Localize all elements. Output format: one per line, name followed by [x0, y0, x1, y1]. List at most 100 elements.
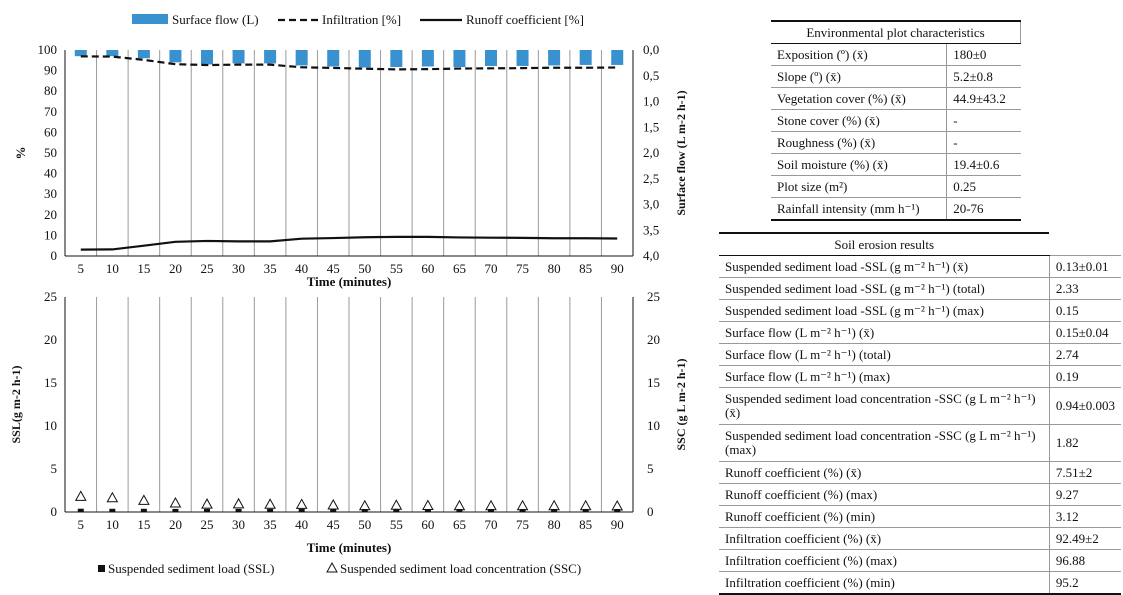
x-tick-label: 80: [548, 517, 561, 532]
ssl-point: [582, 508, 589, 512]
y2-tick-label: 5: [647, 461, 654, 476]
y-tick-label: 80: [44, 83, 57, 98]
x-tick-label: 55: [390, 261, 403, 276]
plot-row-value: 0.25: [946, 175, 1021, 198]
ssc-point: [169, 496, 182, 508]
ssl-point: [267, 508, 274, 512]
x-tick-label: 70: [485, 517, 498, 532]
legend-swatch-surface-flow: [132, 14, 168, 24]
y-axis-label: %: [13, 147, 28, 160]
y2-tick-label: 20: [647, 332, 660, 347]
surface-flow-bar: [137, 50, 150, 59]
erosion-row-value: 7.51±2: [1049, 461, 1121, 484]
ssc-point: [138, 494, 150, 505]
y2-axis-label: Surface flow (L m-2 h-1): [674, 90, 688, 215]
erosion-row-label: Infiltration coefficient (%) (max): [719, 549, 1050, 572]
ssl-point: [393, 508, 400, 512]
x-tick-label: 45: [327, 517, 340, 532]
erosion-row-label: Runoff coefficient (%) (x̄): [719, 461, 1050, 484]
y-tick-label: 5: [51, 461, 58, 476]
ssc-point: [264, 498, 276, 509]
surface-flow-bar: [264, 50, 277, 64]
ssc-point: [106, 491, 119, 503]
y2-tick-label: 0,5: [643, 68, 659, 83]
ssl-point: [330, 508, 337, 512]
ssc-point: [74, 490, 87, 501]
surface-flow-bar: [74, 50, 87, 57]
x-tick-label: 65: [453, 517, 466, 532]
legend-label: Suspended sediment load (SSL): [108, 561, 274, 576]
plot-row-value: -: [946, 131, 1021, 154]
legend-label: Runoff coefficient [%]: [466, 12, 584, 27]
y-tick-label: 50: [44, 145, 57, 160]
surface-flow-bar: [327, 50, 340, 67]
ssl-point: [204, 508, 210, 512]
x-tick-label: 70: [485, 261, 498, 276]
x-tick-label: 20: [169, 261, 182, 276]
plot-row-label: Exposition (º) (x̄): [771, 43, 948, 66]
erosion-row-value: 2.74: [1049, 343, 1121, 366]
y-tick-label: 60: [44, 124, 57, 139]
x-tick-label: 75: [516, 517, 529, 532]
y-tick-label: 0: [51, 504, 58, 519]
ssc-point: [201, 498, 213, 509]
y2-tick-label: 10: [647, 418, 660, 433]
erosion-table-title: Soil erosion results: [719, 232, 1050, 256]
x-tick-label: 30: [232, 261, 245, 276]
y-axis-label: SSL(g m-2 h-1): [9, 365, 23, 443]
erosion-row-label: Runoff coefficient (%) (min): [719, 505, 1050, 528]
plot-row-value: -: [946, 109, 1021, 132]
x-tick-label: 25: [201, 261, 214, 276]
surface-flow-bar: [485, 50, 497, 66]
infiltration-line: [80, 55, 618, 71]
erosion-row-label: Suspended sediment load concentration -S…: [719, 387, 1050, 425]
plot-row-label: Soil moisture (%) (x̄): [771, 153, 948, 176]
x-tick-label: 35: [264, 517, 277, 532]
surface-flow-bar: [295, 50, 308, 66]
ssl-point: [172, 508, 179, 512]
y-tick-label: 70: [44, 104, 57, 119]
x-tick-label: 50: [358, 517, 371, 532]
x-tick-label: 25: [201, 517, 214, 532]
erosion-row-value: 92.49±2: [1049, 527, 1121, 550]
y2-tick-label: 15: [647, 375, 660, 390]
x-tick-label: 60: [421, 261, 434, 276]
legend-label: Suspended sediment load concentration (S…: [340, 561, 581, 576]
erosion-row-label: Surface flow (L m⁻² h⁻¹) (total): [719, 343, 1050, 366]
x-tick-label: 85: [579, 261, 592, 276]
erosion-row-value: 96.88: [1049, 549, 1121, 572]
surface-flow-bar: [548, 50, 561, 66]
plot-table-title: Environmental plot characteristics: [771, 20, 1021, 44]
erosion-row-value: 1.82: [1049, 424, 1121, 462]
plot-row-value: 44.9±43.2: [946, 87, 1021, 110]
erosion-row-label: Infiltration coefficient (%) (x̄): [719, 527, 1050, 550]
plot-row-value: 20-76: [946, 197, 1021, 221]
y2-axis-label: SSC (g L m-2 h-1): [674, 358, 688, 450]
erosion-row-label: Suspended sediment load -SSL (g m⁻² h⁻¹)…: [719, 255, 1050, 278]
surface-flow-bar: [453, 50, 466, 67]
ssl-point: [551, 508, 558, 512]
ssl-point: [298, 508, 305, 512]
y-tick-label: 40: [44, 166, 57, 181]
surface-flow-bar: [358, 50, 371, 68]
y-tick-label: 100: [38, 42, 58, 57]
plot-row-label: Slope (º) (x̄): [771, 65, 948, 88]
surface-flow-bar: [106, 50, 119, 57]
legend-label: Surface flow (L): [172, 12, 259, 27]
y2-tick-label: 2,0: [643, 145, 659, 160]
ssc-point: [327, 498, 340, 510]
plot-row-value: 19.4±0.6: [946, 153, 1021, 176]
erosion-row-value: 0.15±0.04: [1049, 321, 1121, 344]
ssc-point: [579, 499, 592, 511]
erosion-row-label: Suspended sediment load -SSL (g m⁻² h⁻¹)…: [719, 299, 1050, 322]
y-tick-label: 10: [44, 418, 57, 433]
y2-tick-label: 3,0: [643, 197, 659, 212]
ssc-point: [516, 499, 529, 511]
plot-row-label: Vegetation cover (%) (x̄): [771, 87, 948, 110]
erosion-row-value: 9.27: [1049, 483, 1121, 506]
x-tick-label: 35: [264, 261, 277, 276]
erosion-row-value: 0.94±0.003: [1049, 387, 1121, 425]
y-tick-label: 0: [51, 248, 58, 263]
surface-flow-bar: [169, 50, 182, 63]
